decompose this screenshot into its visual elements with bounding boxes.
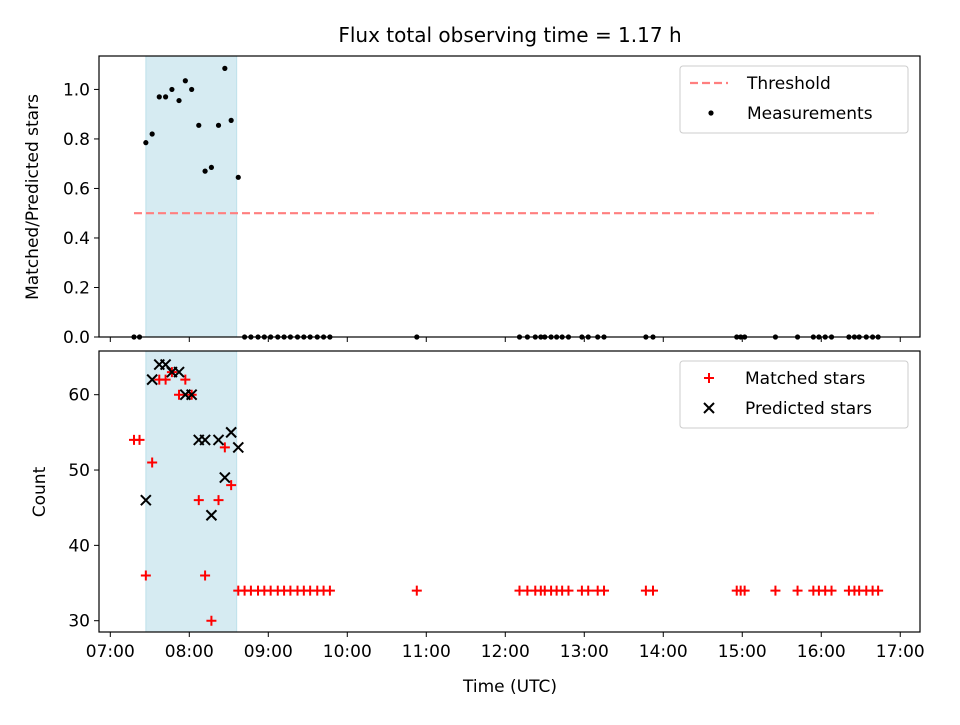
measurement-point — [169, 86, 175, 93]
x-axis-label: Time (UTC) — [462, 677, 557, 697]
predicted-star-marker — [205, 509, 218, 521]
matched-star-marker — [140, 570, 151, 581]
matched-star-marker — [647, 585, 658, 596]
predicted-star-marker — [219, 471, 231, 484]
legend-matched-label: Matched stars — [745, 369, 865, 389]
predicted-star-marker — [225, 426, 237, 439]
top-y-tick-label: 0.0 — [63, 328, 90, 348]
matched-star-marker — [219, 442, 230, 453]
bottom-x-tick-label: 14:00 — [639, 642, 688, 662]
top-panel: 0.0 0.2 0.4 0.6 0.8 1.0 Threshold Measurements — [63, 55, 921, 348]
bottom-x-tick-label: 09:00 — [244, 642, 293, 662]
bottom-x-tick-label: 08:00 — [165, 642, 214, 662]
top-y-tick-label: 0.2 — [63, 278, 90, 298]
legend-predicted-swatch — [703, 402, 715, 414]
measurement-point — [143, 140, 149, 146]
top-shaded-span — [145, 55, 238, 338]
predicted-star-marker — [185, 388, 198, 401]
predicted-star-marker — [140, 494, 152, 506]
top-axes-frame — [98, 55, 921, 338]
predicted-star-marker — [212, 434, 225, 446]
measurement-point — [189, 86, 195, 93]
matched-star-marker — [563, 585, 574, 596]
bottom-y-tick-label: 40 — [68, 536, 90, 556]
measurement-point — [162, 94, 169, 100]
measurement-point — [228, 117, 234, 123]
bottom-x-tick-label: 10:00 — [323, 642, 372, 662]
bottom-x-tick-label: 07:00 — [86, 642, 135, 662]
measurement-point — [215, 122, 222, 128]
bottom-y-axis-label: Count — [30, 466, 50, 517]
bottom-x-tick-label: 17:00 — [876, 642, 925, 662]
matched-star-marker — [770, 585, 781, 596]
matched-star-marker — [206, 615, 217, 626]
top-y-tick-label: 0.8 — [63, 130, 90, 150]
matched-star-marker — [873, 585, 884, 596]
legend-predicted-label: Predicted stars — [745, 399, 872, 419]
predicted-star-marker — [146, 373, 158, 386]
matched-star-marker — [583, 585, 594, 596]
bottom-y-tick-label: 60 — [68, 386, 90, 406]
bottom-legend-box — [679, 360, 909, 429]
measurement-point — [182, 78, 188, 84]
bottom-x-tick-label: 12:00 — [481, 642, 530, 662]
bottom-x-tick-label: 15:00 — [718, 642, 767, 662]
top-y-axis-label: Matched/Predicted stars — [23, 94, 43, 300]
matched-star-marker — [411, 585, 422, 596]
legend-measurements-swatch — [708, 110, 714, 116]
matched-star-marker — [160, 374, 171, 385]
legend-threshold-label: Threshold — [746, 74, 831, 94]
matched-star-marker — [193, 495, 204, 506]
matched-star-marker — [324, 585, 335, 596]
measurement-point — [176, 97, 182, 104]
measurement-point — [202, 168, 208, 174]
matched-star-marker — [180, 374, 191, 385]
matched-star-marker — [826, 585, 837, 596]
bottom-x-tick-label: 13:00 — [560, 642, 609, 662]
matched-star-marker — [226, 480, 237, 491]
matched-star-marker — [174, 389, 185, 400]
matched-star-marker — [739, 585, 750, 596]
measurement-point — [222, 65, 228, 71]
measurement-point — [149, 131, 155, 137]
legend-measurements-label: Measurements — [747, 104, 873, 124]
top-y-tick-label: 0.4 — [63, 229, 90, 249]
bottom-y-tick-label: 30 — [68, 612, 90, 632]
chart-title: Flux total observing time = 1.17 h — [338, 23, 681, 47]
matched-star-marker — [200, 570, 211, 581]
bottom-x-tick-label: 16:00 — [797, 642, 846, 662]
matched-star-marker — [599, 585, 610, 596]
bottom-y-tick-label: 50 — [68, 461, 90, 481]
matched-star-marker — [792, 585, 803, 596]
predicted-star-marker — [232, 441, 244, 454]
bottom-x-tick-label: 11:00 — [402, 642, 451, 662]
predicted-star-marker — [199, 434, 211, 446]
matched-star-marker — [213, 495, 224, 506]
top-y-tick-label: 1.0 — [63, 80, 90, 100]
predicted-star-marker — [173, 366, 185, 378]
bottom-panel: 30 40 50 60 07:00 08:00 09:00 10:00 11:00 12:00 13… — [68, 350, 925, 662]
top-y-tick-label: 0.6 — [63, 179, 90, 199]
measurement-point — [208, 164, 215, 171]
measurement-point — [196, 122, 202, 128]
measurement-point — [235, 174, 241, 180]
top-legend-box — [679, 65, 909, 134]
bottom-axes-frame — [98, 350, 921, 633]
matched-star-marker — [147, 457, 158, 468]
legend-matched-swatch — [704, 373, 714, 383]
measurement-point — [156, 94, 162, 100]
matched-star-marker — [134, 434, 145, 445]
